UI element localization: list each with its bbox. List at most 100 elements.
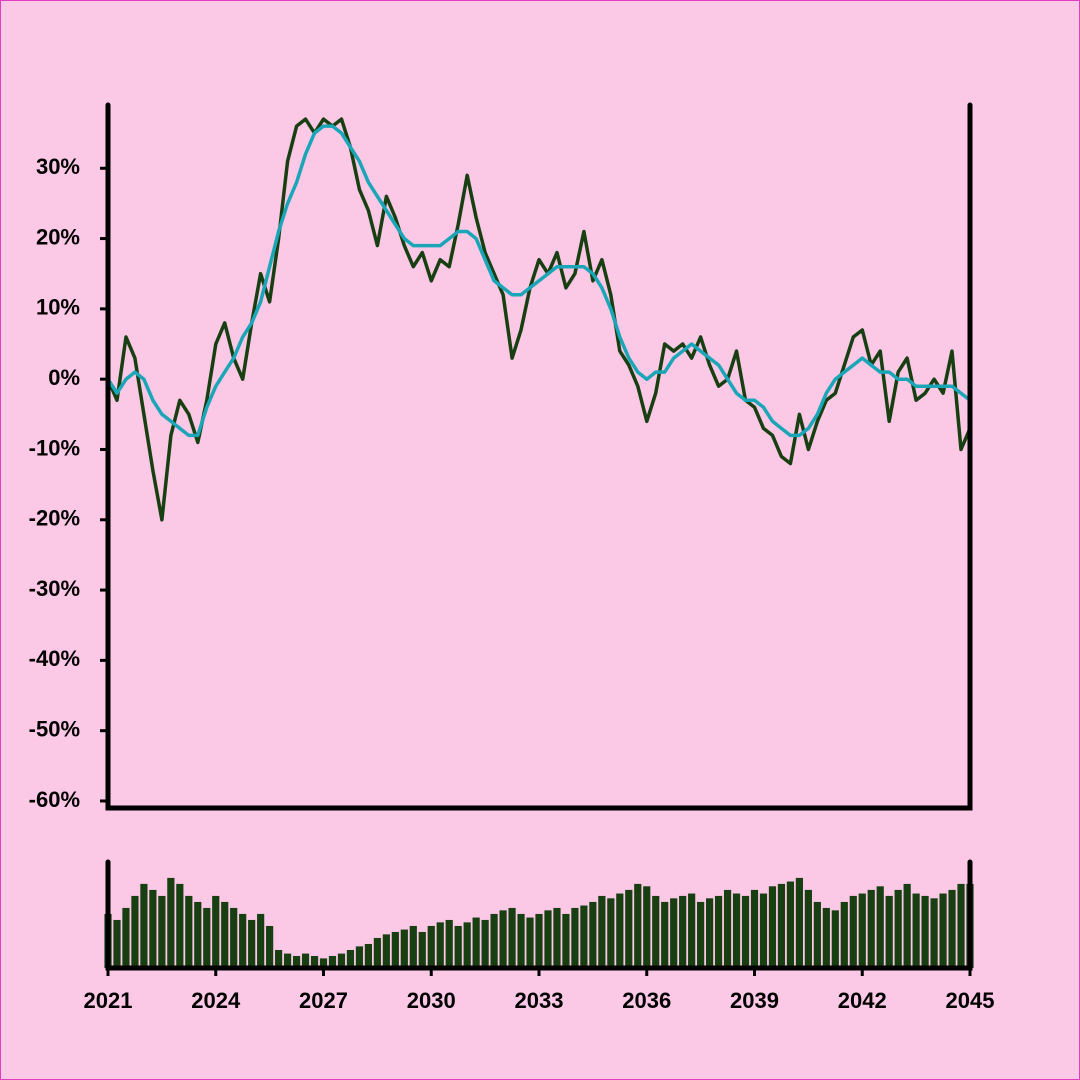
y-tick-label: -60% [29, 787, 80, 812]
y-tick-label: 0% [48, 365, 80, 390]
volume-bar [697, 901, 705, 968]
y-tick-label: 30% [36, 154, 80, 179]
volume-bar [625, 889, 633, 968]
volume-bar [921, 895, 929, 968]
volume-bar [939, 893, 947, 968]
x-tick-label: 2027 [299, 988, 348, 1013]
volume-bar [867, 889, 875, 968]
volume-bar [266, 925, 274, 968]
volume-bar [688, 893, 696, 968]
volume-bar [122, 907, 130, 968]
volume-bar [364, 943, 372, 968]
volume-bar [768, 886, 777, 968]
volume-bar [723, 889, 732, 968]
volume-bar [652, 895, 660, 968]
y-tick-label: 10% [36, 295, 80, 320]
volume-bar [822, 907, 830, 968]
volume-bar [319, 958, 328, 968]
volume-bar [212, 895, 220, 968]
volume-bar [849, 895, 857, 968]
volume-bar [185, 895, 193, 968]
x-tick-label: 2024 [191, 988, 241, 1013]
volume-bar [858, 893, 866, 968]
volume-bar [885, 895, 893, 968]
axis-frame [105, 859, 973, 971]
x-tick-label: 2045 [946, 988, 995, 1013]
volume-bar [957, 883, 965, 968]
volume-bar [535, 913, 543, 968]
volume-bar [436, 922, 444, 968]
volume-bar [759, 893, 768, 968]
volume-bar [382, 934, 390, 968]
volume-bar [840, 901, 848, 968]
volume-bar [328, 955, 337, 968]
volume-bar [140, 883, 148, 968]
volume-bar [454, 925, 462, 968]
volume-bar [741, 895, 750, 968]
volume-bar [571, 907, 579, 968]
volume-bar [795, 877, 803, 968]
volume-bar [391, 931, 399, 968]
volume-bar [912, 893, 920, 968]
x-tick-label: 2021 [84, 988, 133, 1013]
volume-bar [292, 955, 301, 968]
volume-bar [679, 895, 687, 968]
volume-bar [490, 913, 498, 968]
volume-bar [283, 953, 292, 968]
volume-bar [706, 898, 714, 968]
volume-bar [894, 889, 902, 968]
volume-bar [113, 919, 121, 968]
volume-bar [562, 913, 570, 968]
y-tick-label: -20% [29, 506, 80, 531]
volume-bar [930, 898, 938, 968]
volume-bar [499, 910, 507, 968]
volume-bar [176, 883, 184, 968]
volume-bar [400, 929, 408, 968]
volume-bar [777, 883, 786, 968]
x-tick-label: 2036 [622, 988, 671, 1013]
volume-bar [355, 946, 364, 968]
volume-bar [301, 953, 310, 968]
y-tick-label: -30% [29, 576, 80, 601]
x-tick-label: 2042 [838, 988, 887, 1013]
x-tick-label: 2039 [730, 988, 779, 1013]
volume-bar [948, 889, 956, 968]
y-tick-label: -50% [29, 716, 80, 741]
volume-bar [526, 917, 534, 968]
volume-bar [373, 937, 381, 968]
volume-bar [239, 913, 247, 968]
volume-bar [544, 910, 552, 968]
volume-bar [418, 931, 426, 968]
series-line [106, 124, 972, 438]
volume-bar [427, 925, 435, 968]
volume-bar [553, 907, 561, 968]
volume-bar [310, 955, 319, 968]
volume-bar [508, 907, 516, 968]
volume-bar [876, 886, 884, 968]
volume-bar [831, 910, 839, 968]
volume-bar [203, 907, 211, 968]
volume-bar [445, 919, 453, 968]
volume-bar [409, 925, 417, 968]
y-tick-label: -40% [29, 646, 80, 671]
x-tick-label: 2030 [407, 988, 456, 1013]
volume-bar [149, 889, 157, 968]
volume-bar [732, 893, 741, 968]
volume-bar [472, 917, 480, 968]
volume-bar [463, 922, 471, 968]
volume-bar [131, 895, 139, 968]
axis-frame [105, 102, 973, 811]
y-tick-label: 20% [36, 224, 80, 249]
volume-bar [589, 901, 597, 968]
volume-bar [670, 898, 678, 968]
volume-bar [750, 889, 759, 968]
volume-bar [643, 886, 651, 968]
volume-bar [346, 949, 355, 968]
volume-bar [804, 889, 812, 968]
volume-bar [786, 881, 795, 968]
volume-bar [517, 913, 525, 968]
volume-bar [481, 919, 489, 968]
volume-bar [598, 895, 606, 968]
volume-bar [167, 877, 175, 968]
